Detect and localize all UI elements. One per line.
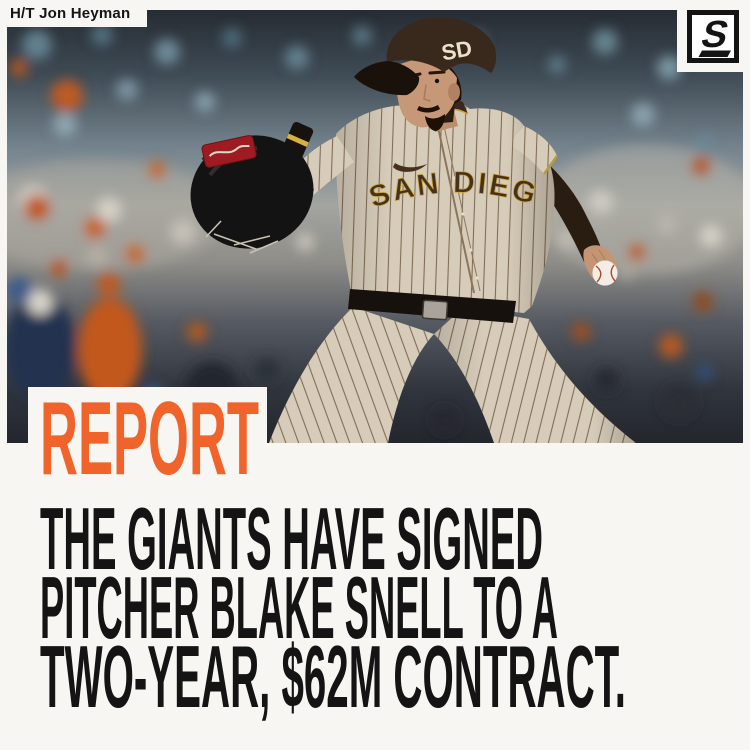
baseball: [592, 260, 618, 286]
glove-brand-patch: [201, 135, 257, 168]
jersey-torso: SAN DIEG: [335, 102, 555, 313]
head: SD: [354, 17, 497, 132]
player-photo-svg: SAN DIEG: [7, 10, 743, 443]
headline-line-3: TWO-YEAR, $62M CONTRACT.: [40, 627, 626, 726]
glove-arm: [190, 121, 314, 254]
player-photo: SAN DIEG: [7, 10, 743, 443]
headline-line-1: THE GIANTS HAVE SIGNED: [40, 489, 543, 588]
attribution-text: H/T Jon Heyman: [10, 5, 131, 22]
headline-line-2: PITCHER BLAKE SNELL TO A: [40, 558, 558, 657]
headline: THE GIANTS HAVE SIGNED PITCHER BLAKE SNE…: [40, 489, 626, 726]
glove: [190, 135, 314, 254]
attribution-label: H/T Jon Heyman: [0, 0, 147, 27]
cap-logo: SD: [439, 35, 473, 65]
belt: [348, 289, 516, 323]
brand-logo-patch: [677, 0, 750, 72]
pitcher-figure: SAN DIEG: [190, 17, 636, 443]
cap: SD: [354, 17, 497, 96]
nike-swoosh-icon: [393, 163, 427, 172]
